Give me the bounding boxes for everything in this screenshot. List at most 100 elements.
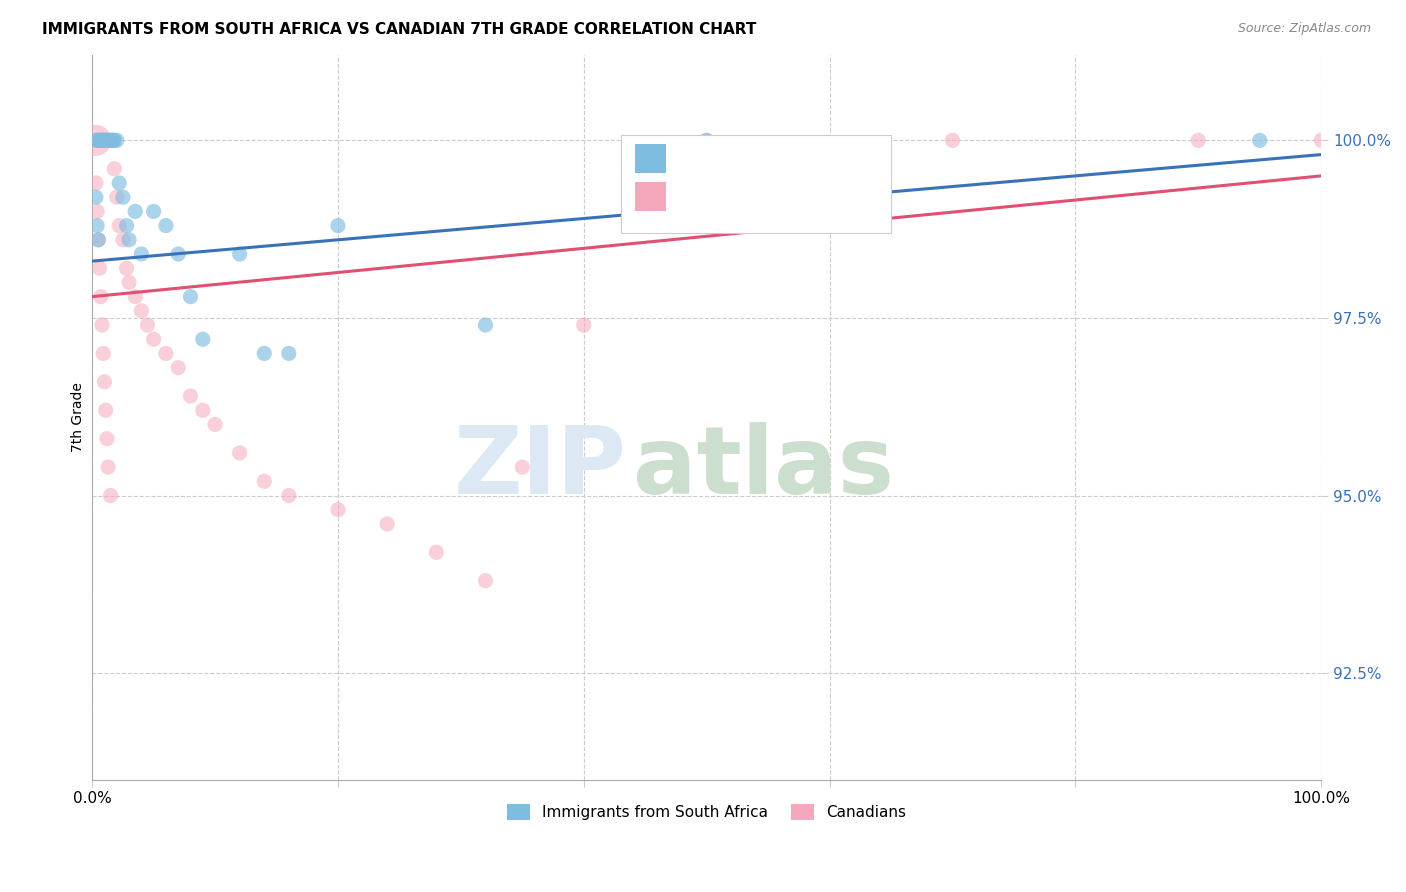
Point <box>90 133 112 147</box>
Legend: Immigrants from South Africa, Canadians: Immigrants from South Africa, Canadians <box>501 798 912 826</box>
Point <box>84 133 107 147</box>
Point <box>94 133 117 147</box>
Point <box>90 133 112 147</box>
Point <box>124 290 146 304</box>
Point <box>1187 133 1209 147</box>
Point <box>100 133 122 147</box>
Bar <box>636 144 666 172</box>
Point <box>118 276 141 290</box>
Point <box>108 219 131 233</box>
Point <box>91 133 114 147</box>
Point <box>89 133 111 147</box>
Point <box>1249 133 1271 147</box>
Point <box>91 318 114 332</box>
Point <box>179 290 201 304</box>
Text: R = 0.403   N = 36: R = 0.403 N = 36 <box>679 149 851 167</box>
Point <box>131 303 153 318</box>
Point <box>84 176 107 190</box>
Point <box>136 318 159 332</box>
Point <box>191 403 214 417</box>
Point <box>94 403 117 417</box>
Point <box>91 133 114 147</box>
Point <box>91 133 114 147</box>
Point <box>142 332 165 346</box>
Point <box>228 247 250 261</box>
Point <box>326 219 349 233</box>
Point <box>84 133 107 147</box>
Point <box>167 360 190 375</box>
Point <box>87 233 110 247</box>
Point <box>228 446 250 460</box>
Text: R = 0.367   N = 54: R = 0.367 N = 54 <box>679 187 851 205</box>
Point <box>86 204 108 219</box>
Point <box>100 133 122 147</box>
Point <box>179 389 201 403</box>
Point <box>93 133 115 147</box>
Point <box>103 133 125 147</box>
FancyBboxPatch shape <box>620 135 891 233</box>
Text: ZIP: ZIP <box>454 422 627 514</box>
Point <box>191 332 214 346</box>
Point <box>474 318 496 332</box>
Point <box>101 133 124 147</box>
Point <box>100 488 122 502</box>
Point <box>941 133 963 147</box>
Point <box>91 346 114 360</box>
Text: IMMIGRANTS FROM SOUTH AFRICA VS CANADIAN 7TH GRADE CORRELATION CHART: IMMIGRANTS FROM SOUTH AFRICA VS CANADIAN… <box>42 22 756 37</box>
Point <box>105 190 128 204</box>
Point <box>96 432 118 446</box>
Point <box>696 133 718 147</box>
Point <box>155 346 177 360</box>
Point <box>124 204 146 219</box>
Point <box>103 161 125 176</box>
Point <box>101 133 124 147</box>
Point <box>86 133 108 147</box>
Point <box>89 133 111 147</box>
Point <box>86 219 108 233</box>
Point <box>474 574 496 588</box>
Point <box>87 233 110 247</box>
Point <box>97 460 120 475</box>
Point <box>105 133 128 147</box>
Point <box>96 133 118 147</box>
Point <box>253 346 276 360</box>
Point <box>108 176 131 190</box>
Bar <box>636 182 666 211</box>
Point <box>204 417 226 432</box>
Point <box>97 133 120 147</box>
Point <box>115 219 138 233</box>
Text: Source: ZipAtlas.com: Source: ZipAtlas.com <box>1237 22 1371 36</box>
Point <box>90 290 112 304</box>
Point <box>87 133 110 147</box>
Point <box>93 375 115 389</box>
Y-axis label: 7th Grade: 7th Grade <box>72 383 86 452</box>
Point <box>375 516 398 531</box>
Point <box>167 247 190 261</box>
Point <box>253 475 276 489</box>
Point <box>94 133 117 147</box>
Point <box>142 204 165 219</box>
Point <box>101 133 124 147</box>
Point <box>277 488 299 502</box>
Point <box>1310 133 1333 147</box>
Point <box>89 261 111 276</box>
Point <box>118 233 141 247</box>
Point <box>696 133 718 147</box>
Point <box>84 190 107 204</box>
Point <box>115 261 138 276</box>
Point <box>101 133 124 147</box>
Point <box>111 233 134 247</box>
Point <box>512 460 534 475</box>
Text: atlas: atlas <box>633 422 894 514</box>
Point <box>96 133 118 147</box>
Point <box>93 133 115 147</box>
Point <box>91 133 114 147</box>
Point <box>425 545 447 559</box>
Point <box>131 247 153 261</box>
Point <box>326 502 349 516</box>
Point <box>572 318 595 332</box>
Point <box>87 133 110 147</box>
Point <box>277 346 299 360</box>
Point <box>97 133 120 147</box>
Point <box>111 190 134 204</box>
